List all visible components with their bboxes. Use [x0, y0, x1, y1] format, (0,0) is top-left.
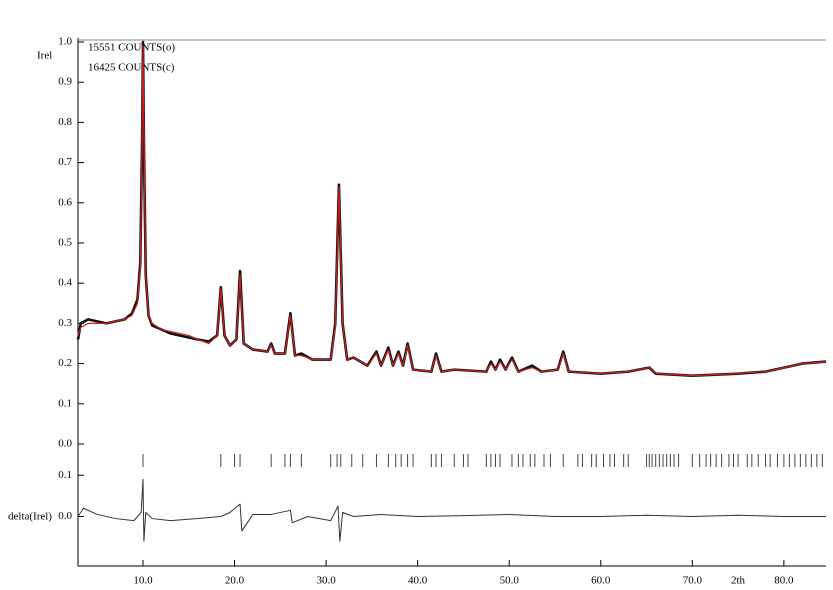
x-tick-label: 80.0 — [774, 575, 794, 587]
x-tick-label: 40.0 — [408, 575, 428, 587]
y-tick-label: 0.0 — [58, 438, 72, 450]
x-tick-label: 50.0 — [500, 575, 520, 587]
y-tick-label: 0.2 — [58, 357, 72, 369]
y-tick-label: 0.5 — [58, 237, 72, 249]
annotation: 15551 COUNTS(o) — [88, 42, 175, 54]
y-tick-label: 0.4 — [58, 277, 72, 289]
data-line — [76, 40, 827, 377]
y-tick-label: 0.1 — [58, 469, 72, 481]
y-tick-label: 0.9 — [58, 76, 72, 88]
y-axis-title: Irel — [37, 50, 52, 62]
data-line — [77, 478, 826, 542]
y-tick-label: 0.8 — [58, 116, 72, 128]
y-tick-label: 0.1 — [58, 397, 72, 409]
data-line — [77, 45, 827, 377]
y-tick-label: 0.0 — [58, 510, 72, 522]
x-tick-label: 10.0 — [133, 575, 153, 587]
x-axis-title: 2th — [731, 575, 746, 587]
y-tick-label: 0.6 — [58, 196, 72, 208]
x-tick-label: 20.0 — [225, 575, 245, 587]
y-tick-label: 0.3 — [58, 317, 72, 329]
delta-axis-title: delta(Irel) — [8, 511, 52, 523]
x-tick-label: 30.0 — [316, 575, 336, 587]
annotation: 16425 COUNTS(c) — [88, 62, 175, 74]
x-tick-label: 70.0 — [683, 575, 703, 587]
x-tick-label: 60.0 — [591, 575, 611, 587]
y-tick-label: 0.7 — [58, 156, 72, 168]
y-tick-label: 1.0 — [58, 36, 72, 48]
